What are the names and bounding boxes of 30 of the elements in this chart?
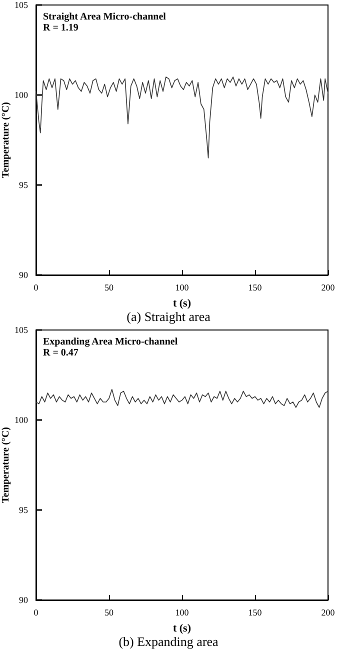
y-axis-title: Temperature (°C) <box>0 427 12 503</box>
y-tick-label: 95 <box>19 505 28 515</box>
y-tick-label: 90 <box>19 595 28 605</box>
text: (b) Expanding area <box>118 634 219 649</box>
y-tick-label: 100 <box>14 90 28 100</box>
x-tick-label: 100 <box>175 282 190 292</box>
x-axis-title: t (s) <box>172 298 192 310</box>
text: (a) Straight area <box>126 309 211 324</box>
y-tick-label: 90 <box>19 270 28 280</box>
x-tick-label: 50 <box>104 282 114 292</box>
x-tick-label: 50 <box>104 608 114 618</box>
text: Expanding Area Micro-channel <box>43 336 178 348</box>
y-tick-label: 105 <box>14 325 28 335</box>
x-tick-label: 200 <box>321 282 336 292</box>
y-axis-title: Temperature (°C) <box>0 102 12 178</box>
y-tick-label: 100 <box>14 415 28 425</box>
x-tick-label: 150 <box>248 282 262 292</box>
text: R = 1.19 <box>43 22 78 34</box>
x-tick-label: 150 <box>248 608 262 618</box>
y-tick-label: 105 <box>14 0 28 10</box>
text: Straight Area Micro-channel <box>43 12 166 22</box>
x-tick-label: 100 <box>175 608 190 618</box>
y-tick-label: 95 <box>19 180 28 190</box>
x-tick-label: 200 <box>321 608 336 618</box>
x-tick-label: 0 <box>34 282 39 292</box>
text: R = 0.47 <box>43 348 78 358</box>
line-series <box>36 76 328 158</box>
line-series <box>36 389 328 408</box>
x-axis-title: t (s) <box>172 622 192 634</box>
x-tick-label: 0 <box>34 608 39 618</box>
